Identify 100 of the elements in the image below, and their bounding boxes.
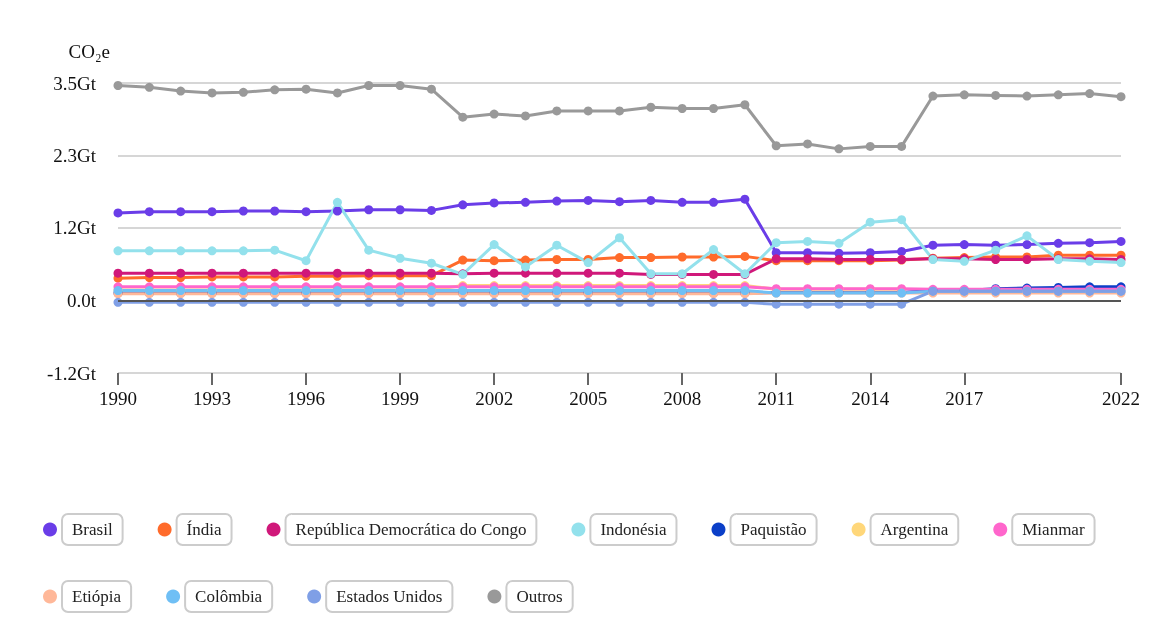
- point: [207, 88, 217, 98]
- point: [897, 246, 907, 256]
- point: [740, 100, 750, 110]
- point: [395, 80, 405, 90]
- point: [176, 268, 186, 278]
- x-tick-label: 1993: [193, 388, 232, 409]
- y-tick-label: 2.3Gt: [53, 145, 97, 166]
- point: [301, 84, 311, 94]
- point: [740, 251, 750, 261]
- point: [1085, 238, 1095, 248]
- point: [865, 141, 875, 151]
- point: [176, 86, 186, 96]
- point: [1053, 238, 1063, 248]
- point: [615, 253, 624, 263]
- x-tick-label: 2022: [1102, 388, 1140, 409]
- point: [1116, 236, 1126, 246]
- point: [144, 246, 154, 256]
- point: [395, 253, 405, 263]
- point: [583, 106, 593, 116]
- point: [1116, 258, 1126, 268]
- point: [270, 85, 280, 95]
- point: [1022, 231, 1032, 241]
- point: [959, 90, 969, 100]
- point: [615, 106, 624, 116]
- y-tick-label: -1.2Gt: [46, 362, 97, 384]
- point: [615, 233, 624, 243]
- point: [959, 240, 969, 250]
- legend-label: Estados Unidos: [336, 587, 443, 606]
- y-tick-label: 1.2Gt: [53, 217, 97, 239]
- point: [207, 268, 217, 278]
- point: [552, 268, 562, 278]
- point: [144, 207, 154, 217]
- point: [928, 240, 938, 250]
- y-axis-title: CO₂e: [68, 41, 110, 62]
- legend-label: Outros: [516, 587, 563, 606]
- point: [928, 91, 938, 101]
- point: [489, 109, 499, 119]
- point: [834, 238, 844, 248]
- point: [1022, 240, 1032, 250]
- point: [677, 197, 687, 207]
- point: [301, 256, 311, 266]
- point: [364, 205, 374, 215]
- point: [803, 139, 813, 149]
- point: [238, 268, 248, 278]
- x-tick-label: 1990: [99, 388, 137, 409]
- point: [740, 194, 750, 204]
- point: [991, 90, 1001, 100]
- point: [615, 268, 624, 278]
- point: [520, 262, 530, 272]
- point: [1116, 92, 1126, 102]
- point: [803, 236, 813, 246]
- point: [238, 206, 248, 216]
- point: [207, 207, 217, 217]
- point: [615, 197, 624, 207]
- point: [646, 195, 656, 205]
- legend-label: Indonésia: [600, 520, 667, 539]
- point: [552, 240, 562, 250]
- point: [332, 197, 342, 207]
- legend-label: Brasil: [72, 520, 113, 539]
- legend-label: Colômbia: [195, 587, 263, 606]
- point: [144, 82, 154, 92]
- point: [897, 141, 907, 151]
- point: [364, 245, 374, 255]
- point: [301, 207, 311, 217]
- point: [552, 106, 562, 116]
- point: [176, 246, 186, 256]
- point: [1085, 89, 1095, 99]
- point: [552, 196, 562, 206]
- point: [709, 197, 719, 207]
- point: [677, 103, 687, 113]
- x-tick-label: 2011: [757, 388, 795, 409]
- y-tick-label: 3.5Gt: [53, 72, 97, 94]
- point: [897, 215, 907, 225]
- point: [332, 88, 342, 98]
- point: [113, 246, 123, 256]
- point: [552, 254, 562, 264]
- point: [489, 268, 499, 278]
- legend-label: Argentina: [880, 520, 949, 539]
- point: [426, 84, 436, 94]
- point: [834, 144, 844, 154]
- point: [646, 253, 656, 263]
- x-tick-label: 2017: [945, 388, 984, 409]
- point: [176, 207, 186, 217]
- point: [489, 240, 499, 250]
- point: [426, 258, 436, 268]
- point: [207, 246, 217, 256]
- point: [583, 268, 593, 278]
- point: [583, 195, 593, 205]
- point: [332, 206, 342, 216]
- point: [520, 111, 530, 121]
- point: [238, 87, 248, 97]
- point: [270, 206, 280, 216]
- point: [520, 197, 530, 207]
- point: [458, 255, 468, 265]
- x-tick-label: 2002: [475, 388, 514, 409]
- x-tick-label: 2014: [851, 388, 890, 409]
- point: [709, 103, 719, 113]
- legend-label: República Democrática do Congo: [295, 520, 527, 539]
- point: [113, 268, 123, 278]
- point: [583, 258, 593, 268]
